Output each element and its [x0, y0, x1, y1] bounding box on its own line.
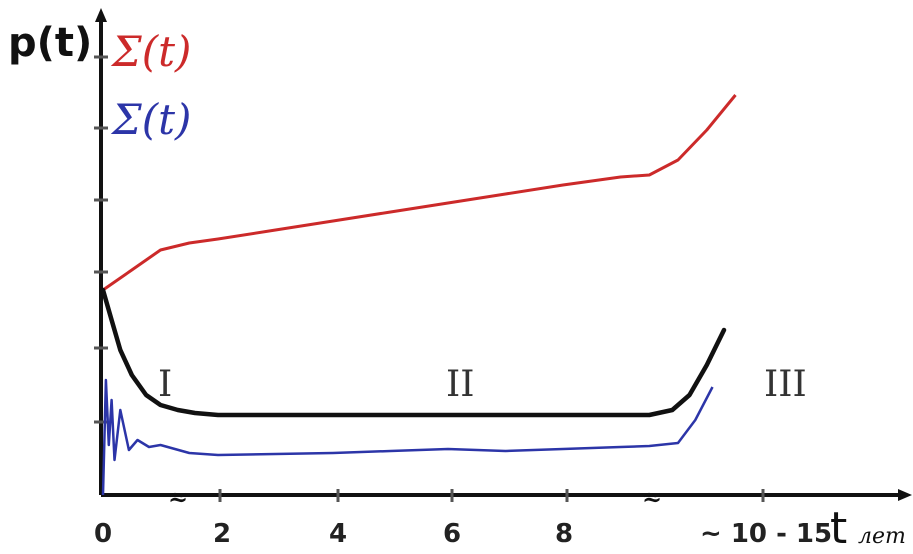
series-black-line [100, 287, 727, 418]
x-axis-label: t [830, 503, 847, 554]
x-tick-label: 8 [555, 519, 573, 549]
series-blue-line [101, 378, 714, 496]
region-label-II: II [446, 364, 474, 405]
axis-break-marker: ≈ [642, 482, 662, 511]
x-axis-arrow [898, 489, 912, 501]
x-tick-label: 4 [329, 519, 347, 549]
x-tick-label: 2 [213, 519, 231, 549]
axis-break-marker: ≈ [168, 482, 188, 511]
region-label-III: III [764, 364, 807, 405]
legend-entry-red: Σ(t) [110, 27, 191, 76]
series-red-line [102, 94, 737, 292]
region-label-I: I [158, 364, 172, 405]
x-axis-unit: лет [858, 524, 906, 549]
y-axis-label: p(t) [8, 20, 92, 66]
x-tick-label: 0 [94, 519, 112, 549]
legend-entry-blue: Σ(t) [110, 95, 191, 144]
x-end-label: ~ 10 - 15 [700, 519, 832, 549]
y-axis-arrow [95, 8, 107, 22]
x-tick-label: 6 [443, 519, 461, 549]
